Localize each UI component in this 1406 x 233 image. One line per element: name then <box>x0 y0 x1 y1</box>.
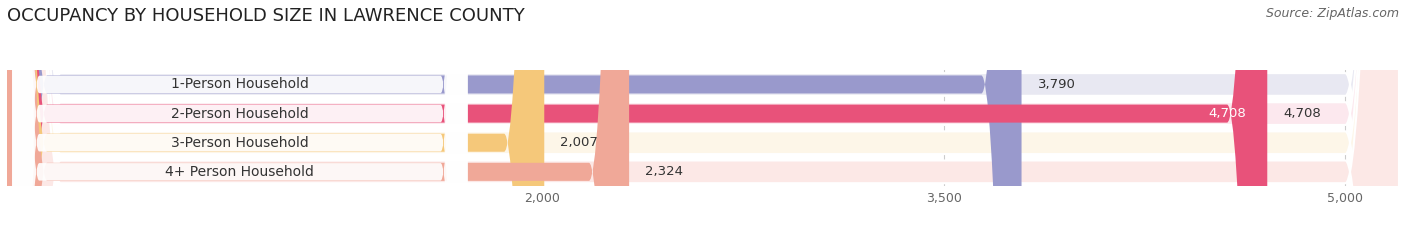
Text: 3,790: 3,790 <box>1038 78 1076 91</box>
Text: 2-Person Household: 2-Person Household <box>172 106 309 121</box>
FancyBboxPatch shape <box>13 0 467 233</box>
FancyBboxPatch shape <box>7 0 1399 233</box>
FancyBboxPatch shape <box>13 0 467 233</box>
Text: 4+ Person Household: 4+ Person Household <box>166 165 315 179</box>
FancyBboxPatch shape <box>7 0 628 233</box>
FancyBboxPatch shape <box>13 0 467 233</box>
Text: 2,324: 2,324 <box>645 165 683 178</box>
FancyBboxPatch shape <box>13 0 467 233</box>
FancyBboxPatch shape <box>7 0 1399 233</box>
FancyBboxPatch shape <box>7 0 1267 233</box>
FancyBboxPatch shape <box>7 0 544 233</box>
Text: OCCUPANCY BY HOUSEHOLD SIZE IN LAWRENCE COUNTY: OCCUPANCY BY HOUSEHOLD SIZE IN LAWRENCE … <box>7 7 524 25</box>
Text: 1-Person Household: 1-Person Household <box>172 77 309 92</box>
FancyBboxPatch shape <box>7 0 1399 233</box>
Text: 4,708: 4,708 <box>1208 107 1246 120</box>
FancyBboxPatch shape <box>7 0 1399 233</box>
Text: 3-Person Household: 3-Person Household <box>172 136 309 150</box>
Text: Source: ZipAtlas.com: Source: ZipAtlas.com <box>1265 7 1399 20</box>
Text: 2,007: 2,007 <box>561 136 598 149</box>
FancyBboxPatch shape <box>7 0 1022 233</box>
Text: 4,708: 4,708 <box>1284 107 1322 120</box>
